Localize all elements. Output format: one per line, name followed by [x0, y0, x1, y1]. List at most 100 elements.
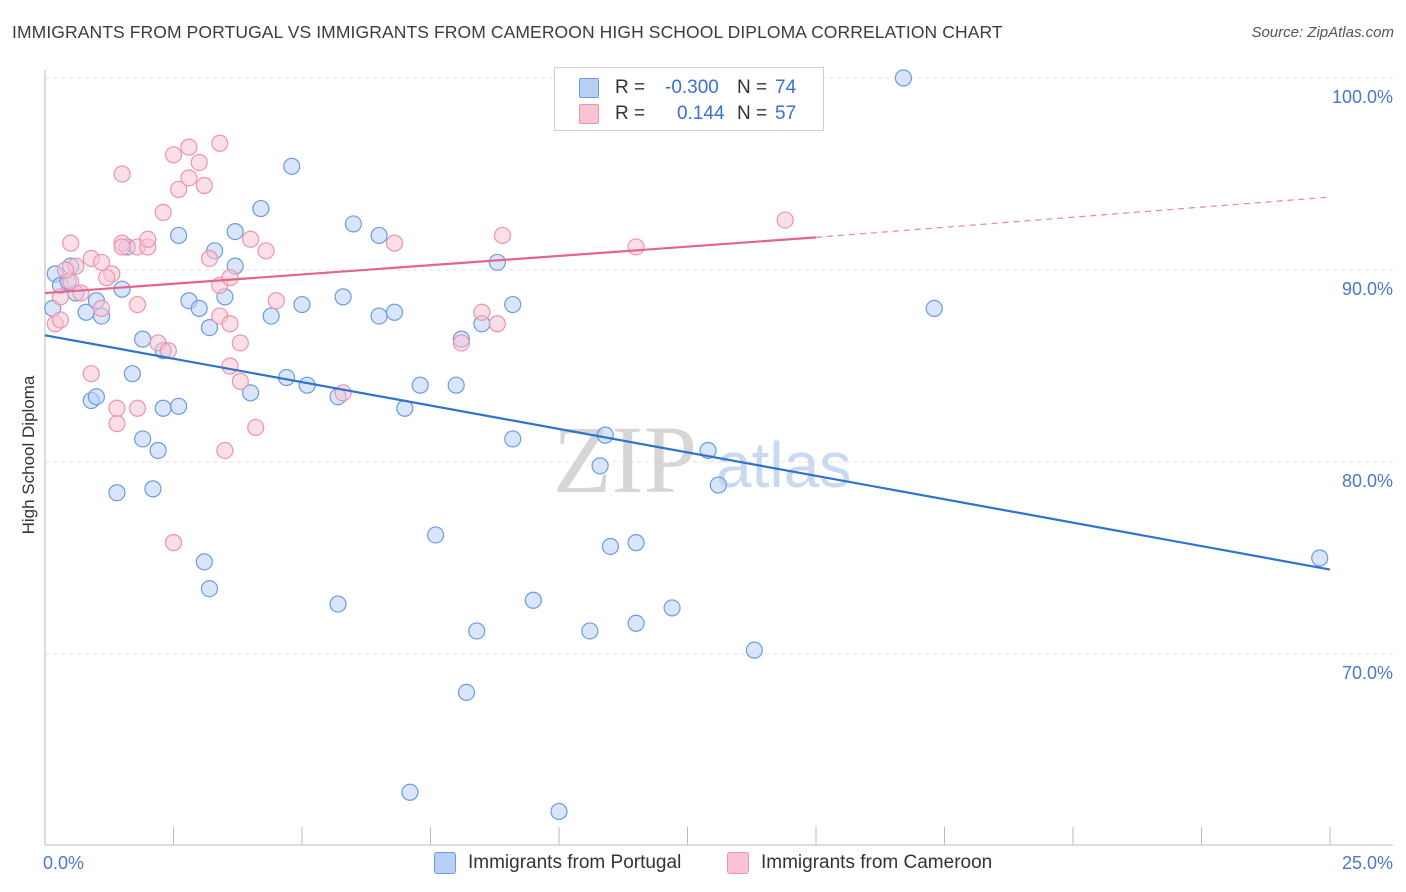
legend-n-label: N =	[737, 77, 768, 98]
cameroon-point	[473, 303, 491, 321]
portugal-point	[190, 299, 208, 317]
portugal-point	[370, 226, 388, 245]
legend-r-value: -0.300	[665, 77, 719, 98]
cameroon-point	[257, 242, 275, 260]
portugal-point	[108, 484, 126, 502]
portugal-point	[925, 299, 943, 317]
watermark-atlas: atlas	[716, 429, 851, 501]
cameroon-point	[627, 238, 645, 256]
portugal-point	[709, 476, 727, 494]
portugal-point	[344, 215, 362, 233]
portugal-point	[894, 69, 912, 87]
cameroon-point	[247, 418, 265, 437]
portugal-point	[134, 330, 152, 348]
legend-item-cameroon[interactable]: Immigrants from Cameroon	[727, 852, 992, 874]
portugal-point	[370, 307, 388, 325]
cameroon-point	[385, 234, 404, 252]
chart-title: IMMIGRANTS FROM PORTUGAL VS IMMIGRANTS F…	[12, 22, 1003, 42]
cameroon-trend-line	[44, 236, 817, 295]
cameroon-point	[113, 165, 131, 183]
y-axis-label: High School Diploma	[19, 375, 38, 534]
legend-label-cameroon: Immigrants from Cameroon	[761, 852, 993, 873]
portugal-point	[504, 430, 522, 448]
cameroon-point	[82, 365, 100, 383]
y-tick-label: 90.0%	[1342, 279, 1393, 299]
portugal-point	[591, 457, 609, 475]
portugal-point	[745, 641, 763, 659]
portugal-point	[329, 595, 347, 613]
legend-row-cameroon: R = 0.144 N = 57	[579, 102, 796, 126]
portugal-point	[149, 441, 167, 460]
cameroon-trend-extension	[815, 196, 1331, 238]
cameroon-point	[488, 315, 506, 333]
portugal-point	[200, 319, 219, 337]
cameroon-point	[180, 169, 198, 187]
legend-swatch-portugal	[434, 852, 456, 874]
legend-swatch-portugal	[579, 78, 599, 98]
portugal-point	[601, 537, 620, 556]
cameroon-points	[46, 69, 794, 552]
legend-item-portugal[interactable]: Immigrants from Portugal	[434, 852, 681, 874]
portugal-point	[663, 599, 681, 617]
cameroon-point	[92, 253, 111, 271]
legend-n-value: 57	[775, 103, 797, 124]
y-tick-label: 100.0%	[1332, 87, 1393, 107]
legend-label-portugal: Immigrants from Portugal	[468, 852, 682, 873]
legend-r-value: 0.144	[677, 103, 725, 124]
portugal-point	[504, 295, 522, 314]
portugal-point	[1311, 549, 1329, 567]
legend-swatch-cameroon	[579, 104, 599, 124]
y-tick-labels: 70.0% 80.0% 90.0% 100.0%	[1332, 87, 1393, 683]
y-tick-label: 70.0%	[1342, 663, 1393, 683]
cameroon-point	[170, 180, 188, 198]
legend-n-value: 74	[775, 77, 797, 98]
cameroon-point	[221, 315, 239, 333]
portugal-point	[334, 288, 352, 306]
legend-n-label: N =	[737, 103, 768, 124]
portugal-point	[293, 295, 311, 314]
portugal-point	[144, 480, 162, 498]
portugal-point	[457, 683, 476, 702]
cameroon-point	[154, 203, 172, 221]
cameroon-point	[139, 230, 157, 248]
x-tick-label: 25.0%	[1342, 853, 1393, 873]
trend-lines	[44, 196, 1331, 571]
cameroon-point	[128, 295, 147, 314]
watermark: ZIP atlas	[553, 406, 851, 513]
cameroon-point	[776, 211, 794, 229]
portugal-point	[170, 397, 188, 415]
portugal-point	[488, 253, 506, 271]
portugal-point	[627, 614, 645, 632]
cameroon-point	[108, 415, 126, 433]
cameroon-point	[72, 284, 90, 302]
cameroon-point	[334, 384, 352, 402]
portugal-point	[252, 199, 270, 218]
source-credit: Source: ZipAtlas.com	[1251, 24, 1394, 41]
portugal-point	[226, 223, 244, 241]
cameroon-point	[164, 146, 183, 164]
cameroon-point	[113, 238, 131, 256]
cameroon-point	[200, 249, 219, 268]
legend-swatch-cameroon	[727, 852, 749, 874]
portugal-point	[87, 388, 106, 406]
cameroon-point	[92, 299, 111, 317]
portugal-point	[427, 526, 445, 544]
y-tick-label: 80.0%	[1342, 471, 1393, 491]
cameroon-point	[242, 230, 260, 248]
cameroon-point	[108, 399, 126, 417]
portugal-point	[113, 280, 131, 298]
series-legend: Immigrants from Portugal Immigrants from…	[0, 852, 1406, 878]
portugal-point	[200, 580, 219, 598]
x-tick-labels: 0.0% 25.0%	[43, 853, 1393, 873]
cameroon-point	[211, 134, 229, 152]
cameroon-point	[452, 334, 470, 352]
portugal-point	[195, 553, 213, 571]
portugal-point	[581, 622, 599, 640]
portugal-point	[154, 399, 172, 417]
portugal-point	[411, 376, 429, 394]
legend-r-label: R =	[615, 77, 646, 98]
cameroon-point	[164, 534, 183, 552]
portugal-point	[242, 384, 260, 402]
portugal-point	[123, 365, 141, 383]
cameroon-point	[128, 399, 147, 417]
